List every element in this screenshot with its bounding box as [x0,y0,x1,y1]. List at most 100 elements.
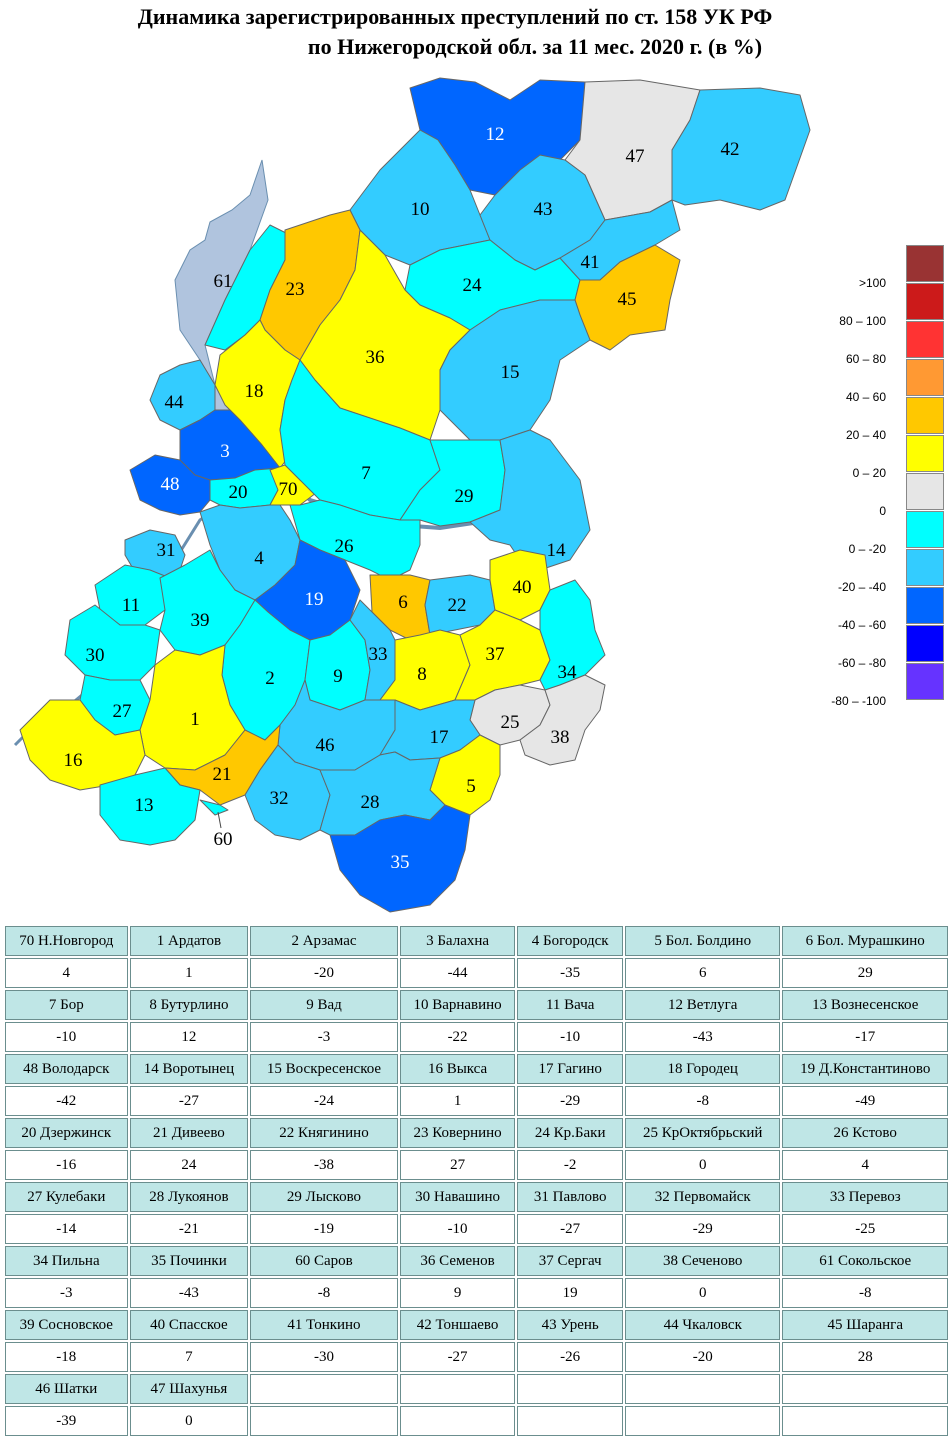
region-label-9: 9 [333,666,343,687]
district-name-cell: 24 Кр.Баки [517,1118,623,1148]
table-value-row: -16 24 -38 27 -2 0 4 [5,1150,948,1180]
district-name-cell: 27 Кулебаки [5,1182,128,1212]
table-header-row: 34 Пильна 35 Починки 60 Саров 36 Семенов 37 … [5,1246,948,1276]
district-value-cell: -21 [129,1214,249,1244]
empty-cell [250,1374,398,1404]
district-value-cell: 4 [782,1150,948,1180]
district-value-cell: -3 [5,1278,128,1308]
table-header-row: 39 Сосновское 40 Спасское 41 Тонкино 42 Тон… [5,1310,948,1340]
district-name-cell: 2 Арзамас [250,926,398,956]
legend-swatch [906,663,944,700]
region-label-60: 60 [214,829,233,850]
region-label-40: 40 [513,577,532,598]
region-label-15: 15 [501,362,520,383]
district-value-cell: -8 [250,1278,398,1308]
region-label-12: 12 [486,124,505,145]
empty-cell [517,1374,623,1404]
district-name-cell: 29 Лысково [250,1182,398,1212]
region-label-1: 1 [190,709,200,730]
region-label-48: 48 [161,474,180,495]
district-value-cell: -35 [517,958,623,988]
district-name-cell: 42 Тоншаево [399,1310,516,1340]
region-label-5: 5 [466,776,476,797]
district-value-cell: 7 [129,1342,249,1372]
district-value-cell: -8 [624,1086,781,1116]
table-header-row: 20 Дзержинск 21 Дивеево 22 Княгинино 23 Ков… [5,1118,948,1148]
legend-label: 0 – 20 [852,466,886,480]
district-name-cell: 43 Урень [517,1310,623,1340]
district-name-cell: 8 Бутурлино [129,990,249,1020]
district-name-cell: 11 Вача [517,990,623,1020]
district-value-cell: -43 [129,1278,249,1308]
district-value-cell: -2 [517,1150,623,1180]
district-value-cell: -3 [250,1022,398,1052]
region-label-39: 39 [191,610,210,631]
legend-swatch [906,473,944,510]
region-label-21: 21 [213,764,232,785]
district-value-cell: -19 [250,1214,398,1244]
region-35 [329,804,471,913]
district-value-cell: -18 [5,1342,128,1372]
map-title: Динамика зарегистрированных преступлений… [0,2,950,62]
district-value-cell: 19 [517,1278,623,1308]
district-name-cell: 16 Выкса [399,1054,516,1084]
district-value-cell: -14 [5,1214,128,1244]
district-name-cell: 70 Н.Новгород [5,926,128,956]
region-map: 12 47 42 10 43 61 23 24 41 45 18 36 15 4… [13,77,811,913]
district-value-cell: 0 [624,1278,781,1308]
district-name-cell: 40 Спасское [129,1310,249,1340]
region-label-61: 61 [214,271,233,292]
district-name-cell: 15 Воскресенское [250,1054,398,1084]
region-label-29: 29 [455,486,474,507]
district-value-cell: -8 [782,1278,948,1308]
region-label-3: 3 [220,441,230,462]
table-value-row: -10 12 -3 -22 -10 -43 -17 [5,1022,948,1052]
district-value-cell: -39 [5,1406,128,1436]
region-29 [399,439,506,527]
region-label-11: 11 [122,595,140,616]
legend-swatch [906,283,944,320]
legend-label: 80 – 100 [839,314,886,328]
legend-swatch [906,549,944,586]
region-label-27: 27 [113,701,132,722]
district-value-cell: -26 [517,1342,623,1372]
district-name-cell: 36 Семенов [399,1246,516,1276]
region-label-32: 32 [270,788,289,809]
legend-label: -80 – -100 [831,694,886,708]
district-name-cell: 22 Княгинино [250,1118,398,1148]
legend-swatch [906,321,944,358]
table-value-row: -3 -43 -8 9 19 0 -8 [5,1278,948,1308]
district-value-cell: -22 [399,1022,516,1052]
region-16 [19,699,146,791]
district-name-cell: 6 Бол. Мурашкино [782,926,948,956]
district-value-cell: 1 [399,1086,516,1116]
district-value-cell: -20 [250,958,398,988]
district-value-cell: -27 [129,1086,249,1116]
region-label-13: 13 [135,795,154,816]
empty-cell [624,1406,781,1436]
region-label-2: 2 [265,668,275,689]
district-value-cell: 27 [399,1150,516,1180]
region-label-44: 44 [165,392,185,413]
district-value-cell: 6 [624,958,781,988]
district-name-cell: 45 Шаранга [782,1310,948,1340]
region-label-24: 24 [463,275,483,296]
legend-swatch [906,359,944,396]
table-header-row: 48 Володарск 14 Воротынец 15 Воскресенское… [5,1054,948,1084]
region-label-19: 19 [305,589,324,610]
legend-swatch [906,511,944,548]
district-name-cell: 25 КрОктябрьский [624,1118,781,1148]
district-name-cell: 26 Кстово [782,1118,948,1148]
legend-label: 60 – 80 [845,352,886,366]
district-name-cell: 3 Балахна [399,926,516,956]
table-value-row: 4 1 -20 -44 -35 6 29 [5,958,948,988]
empty-cell [782,1406,948,1436]
region-label-4: 4 [254,548,264,569]
district-value-cell: -25 [782,1214,948,1244]
empty-cell [399,1406,516,1436]
sarov-leader-line [217,811,222,829]
legend-swatch [906,245,944,282]
empty-cell [624,1374,781,1404]
region-label-33: 33 [369,644,388,665]
region-label-17: 17 [430,727,449,748]
